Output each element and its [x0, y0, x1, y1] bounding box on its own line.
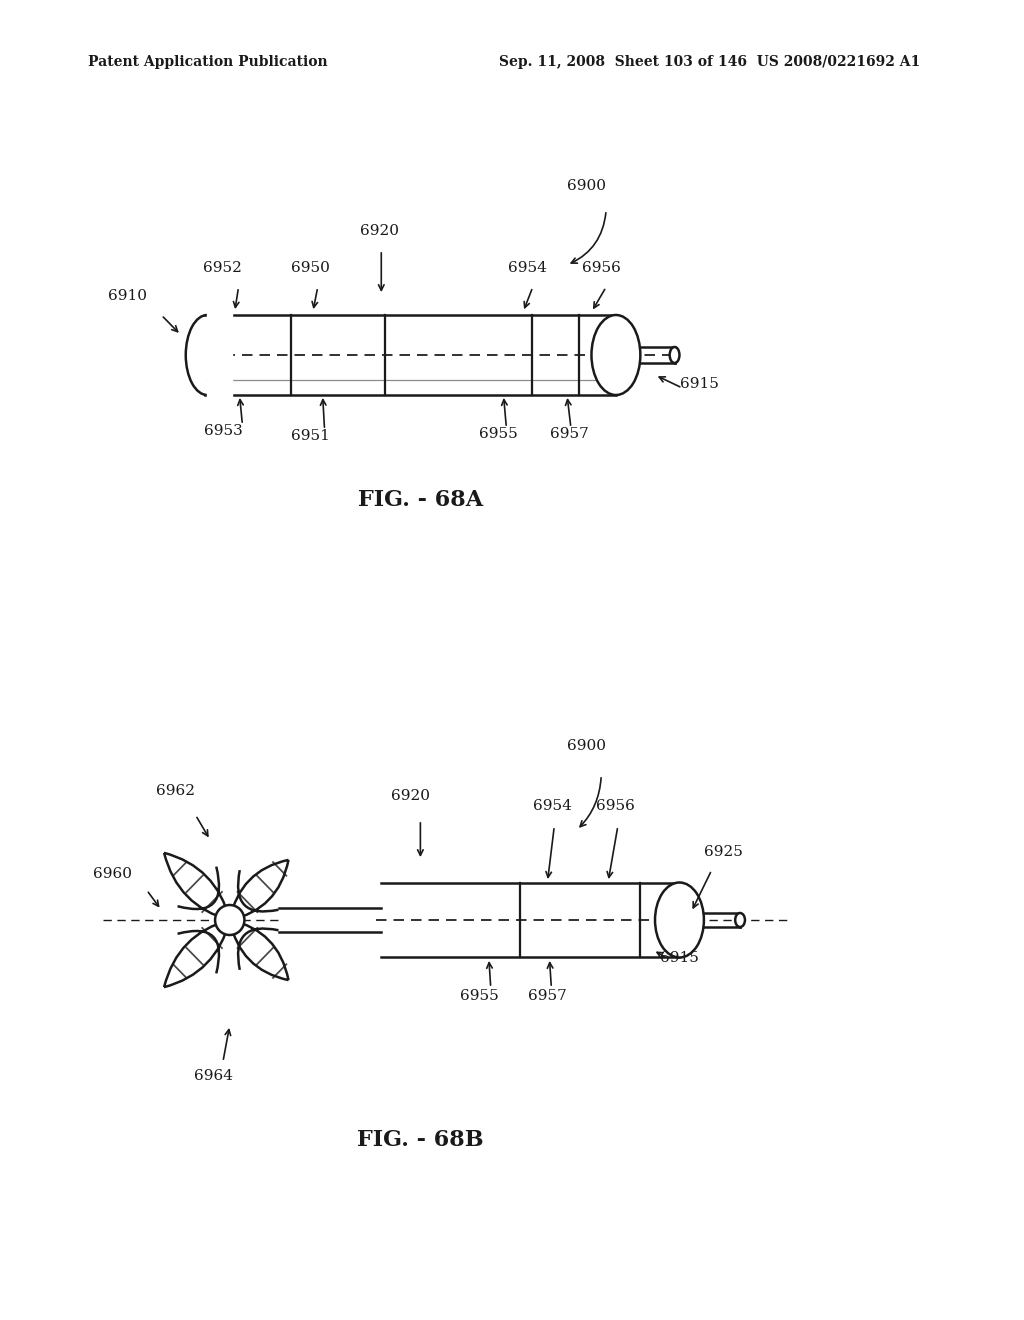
Text: 6955: 6955 [460, 989, 499, 1003]
PathPatch shape [164, 920, 229, 987]
Text: 6950: 6950 [292, 261, 331, 275]
Text: Patent Application Publication: Patent Application Publication [88, 55, 328, 69]
Text: 6962: 6962 [157, 784, 196, 799]
Text: 6915: 6915 [680, 378, 719, 391]
Ellipse shape [670, 347, 680, 363]
Ellipse shape [655, 883, 703, 957]
Text: 6956: 6956 [582, 261, 621, 275]
Text: 6920: 6920 [359, 224, 398, 238]
PathPatch shape [229, 920, 289, 981]
Text: 6951: 6951 [292, 429, 331, 444]
Ellipse shape [215, 906, 245, 935]
Text: 6910: 6910 [108, 289, 146, 304]
Text: 6915: 6915 [660, 950, 699, 965]
Text: 6964: 6964 [194, 1069, 232, 1082]
Text: 6954: 6954 [509, 261, 548, 275]
Ellipse shape [592, 315, 640, 395]
PathPatch shape [164, 853, 229, 920]
Text: 6957: 6957 [528, 989, 567, 1003]
Text: 6955: 6955 [479, 426, 518, 441]
Text: 6925: 6925 [705, 845, 742, 859]
Text: 6957: 6957 [550, 426, 589, 441]
Text: FIG. - 68B: FIG. - 68B [357, 1129, 483, 1151]
Text: 6900: 6900 [567, 180, 606, 193]
PathPatch shape [229, 859, 289, 920]
Bar [207, 313, 231, 397]
Text: 6920: 6920 [391, 789, 430, 803]
Ellipse shape [735, 913, 744, 927]
Text: 6952: 6952 [204, 261, 243, 275]
Text: 6900: 6900 [567, 739, 606, 752]
Text: 6956: 6956 [596, 799, 635, 813]
Text: 6960: 6960 [93, 867, 132, 880]
Text: Sep. 11, 2008  Sheet 103 of 146  US 2008/0221692 A1: Sep. 11, 2008 Sheet 103 of 146 US 2008/0… [499, 55, 920, 69]
Text: 6953: 6953 [204, 424, 243, 438]
Text: 6954: 6954 [532, 799, 571, 813]
Text: FIG. - 68A: FIG. - 68A [357, 488, 483, 511]
